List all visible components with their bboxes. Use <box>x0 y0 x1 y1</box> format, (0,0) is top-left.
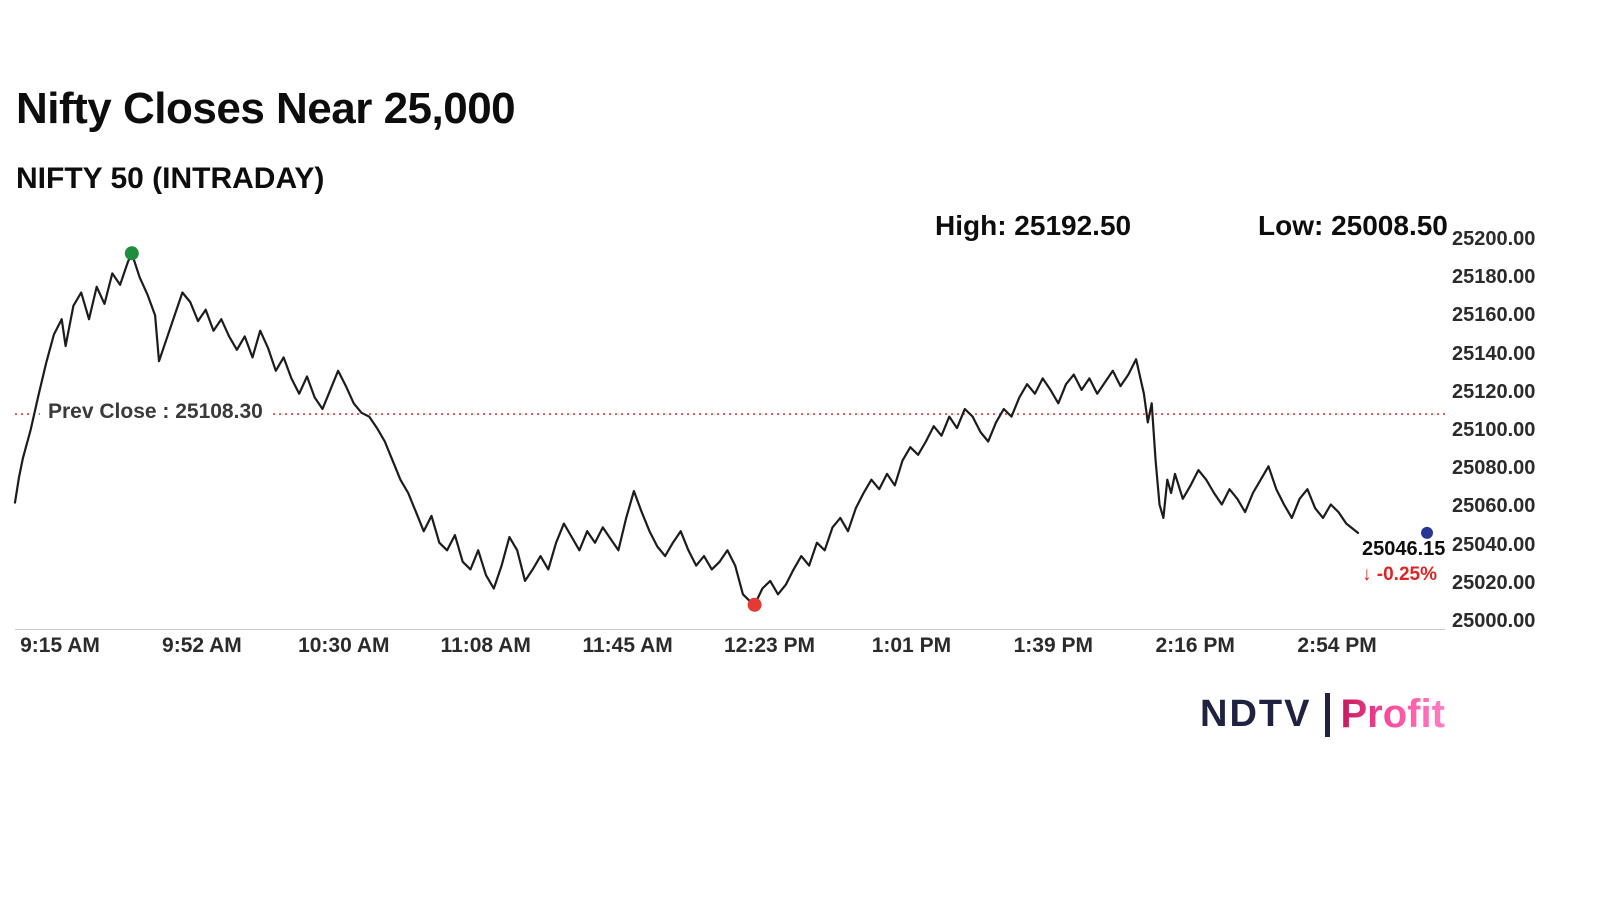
low-marker <box>747 597 762 612</box>
x-tick-label: 9:15 AM <box>20 634 100 657</box>
y-tick-label: 25060.00 <box>1452 495 1536 518</box>
low-value-label: Low: 25008.50 <box>1258 210 1448 241</box>
price-line <box>13 252 1360 606</box>
chart-subtitle: NIFTY 50 (INTRADAY) <box>16 162 325 195</box>
last-price-change: ↓ -0.25% <box>1362 564 1437 585</box>
prev-close-label: Prev Close : 25108.30 <box>40 400 271 425</box>
x-axis: 9:15 AM 9:52 AM 10:30 AM 11:08 AM 11:45 AM 12… <box>15 634 1445 666</box>
last-price-annotation: 25046.15 ↓ -0.25% <box>1362 538 1457 586</box>
y-axis: 25200.00 25180.00 25160.00 25140.00 25120.00… <box>1452 228 1562 632</box>
high-value-label: High: 25192.50 <box>935 210 1132 241</box>
y-tick-label: 25120.00 <box>1452 380 1536 403</box>
y-tick-label: 25020.00 <box>1452 571 1536 594</box>
profit-logo-text: Profit <box>1340 692 1445 736</box>
y-tick-label: 25140.00 <box>1452 342 1536 365</box>
x-tick-label: 9:52 AM <box>162 634 242 657</box>
x-tick-label: 1:39 PM <box>1013 634 1093 657</box>
x-tick-label: 2:54 PM <box>1297 634 1377 657</box>
y-tick-label: 25100.00 <box>1452 419 1536 441</box>
x-axis-line <box>15 629 1445 630</box>
x-tick-label: 10:30 AM <box>298 634 390 657</box>
y-tick-label: 25200.00 <box>1452 228 1536 250</box>
y-tick-label: 25160.00 <box>1452 304 1536 327</box>
x-tick-label: 2:16 PM <box>1155 634 1235 657</box>
logo-separator <box>1325 692 1331 737</box>
last-price-value: 25046.15 <box>1362 538 1446 560</box>
y-tick-label: 25000.00 <box>1452 610 1536 632</box>
price-chart: Prev Close : 25108.30 <box>13 239 1445 621</box>
y-tick-label: 25080.00 <box>1452 457 1536 480</box>
x-tick-label: 1:01 PM <box>871 634 952 657</box>
ndtv-profit-logo: NDTV Profit <box>1200 692 1445 737</box>
x-tick-label: 11:08 AM <box>440 634 531 657</box>
x-tick-label: 11:45 AM <box>582 634 673 657</box>
last-marker <box>1421 526 1433 539</box>
x-tick-label: 12:23 PM <box>723 634 816 657</box>
high-marker <box>124 246 139 261</box>
y-tick-label: 25180.00 <box>1452 266 1536 289</box>
y-tick-label: 25040.00 <box>1452 533 1536 556</box>
ndtv-logo-text: NDTV <box>1200 693 1312 735</box>
chart-svg <box>13 246 1445 612</box>
page-title: Nifty Closes Near 25,000 <box>16 84 516 133</box>
